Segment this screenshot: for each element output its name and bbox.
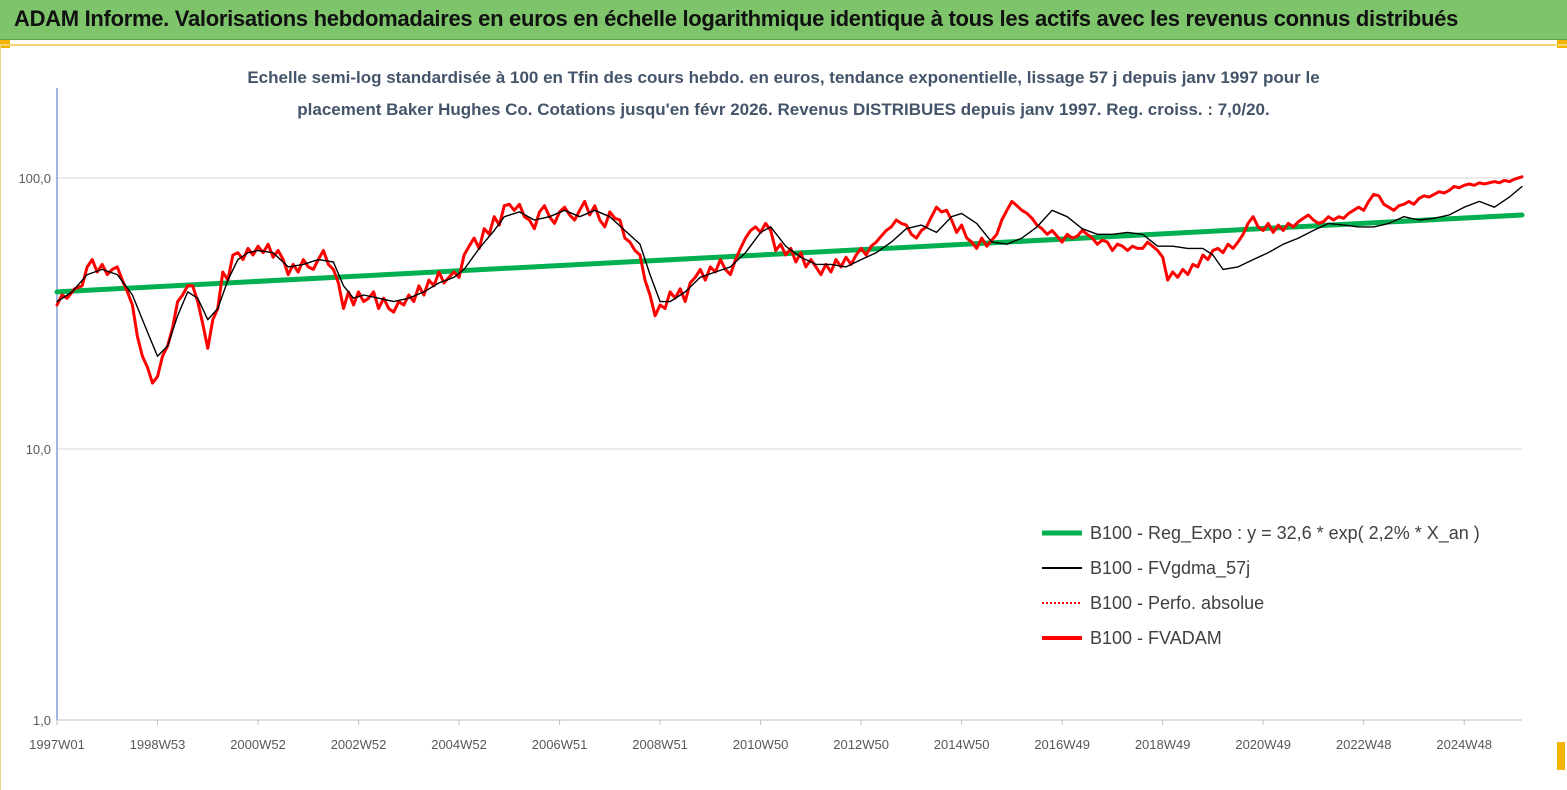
x-tick-label: 2004W52 — [431, 737, 487, 752]
x-tick-label: 2006W51 — [532, 737, 588, 752]
x-tick-label: 2012W50 — [833, 737, 889, 752]
legend-label-1: B100 - FVgdma_57j — [1090, 558, 1250, 579]
x-tick-label: 2010W50 — [733, 737, 789, 752]
grid-lines — [57, 177, 1522, 450]
legend-label-3: B100 - FVADAM — [1090, 628, 1222, 648]
x-tick-label: 2024W48 — [1436, 737, 1492, 752]
legend-label-0: B100 - Reg_Expo : y = 32,6 * exp( 2,2% *… — [1090, 523, 1480, 544]
x-tick-label: 1998W53 — [130, 737, 186, 752]
series-line-3 — [55, 175, 1524, 385]
x-tick-label: 2020W49 — [1235, 737, 1291, 752]
chart-title-line-1: Echelle semi-log standardisée à 100 en T… — [247, 68, 1320, 87]
chart-area — [0, 44, 1567, 790]
x-tick-label: 2014W50 — [934, 737, 990, 752]
x-tick-label: 2022W48 — [1336, 737, 1392, 752]
x-tick-label: 1997W01 — [29, 737, 85, 752]
corner-mark-bottom-right — [1557, 742, 1565, 770]
y-tick-label: 1,0 — [33, 713, 51, 728]
y-tick-label: 100,0 — [18, 171, 51, 186]
x-tick-label: 2016W49 — [1034, 737, 1090, 752]
y-tick-label: 10,0 — [26, 442, 51, 457]
title-banner: ADAM Informe. Valorisations hebdomadaire… — [0, 0, 1567, 40]
y-axis: 1,0 10,0 100,0 — [18, 88, 58, 728]
x-axis: 1997W01 1998W53 2000W52 2002W52 2004W52 2006W… — [29, 719, 1522, 752]
x-tick-label: 2002W52 — [331, 737, 387, 752]
legend: B100 - Reg_Expo : y = 32,6 * exp( 2,2% *… — [1042, 523, 1480, 648]
chart-title-line-2: placement Baker Hughes Co. Cotations jus… — [297, 100, 1270, 119]
legend-label-2: B100 - Perfo. absolue — [1090, 593, 1264, 613]
x-tick-label: 2000W52 — [230, 737, 286, 752]
series-layer — [54, 175, 1525, 385]
x-tick-label: 2008W51 — [632, 737, 688, 752]
x-tick-label: 2018W49 — [1135, 737, 1191, 752]
series-line-1 — [56, 185, 1523, 357]
report-title: ADAM Informe. Valorisations hebdomadaire… — [14, 6, 1459, 31]
